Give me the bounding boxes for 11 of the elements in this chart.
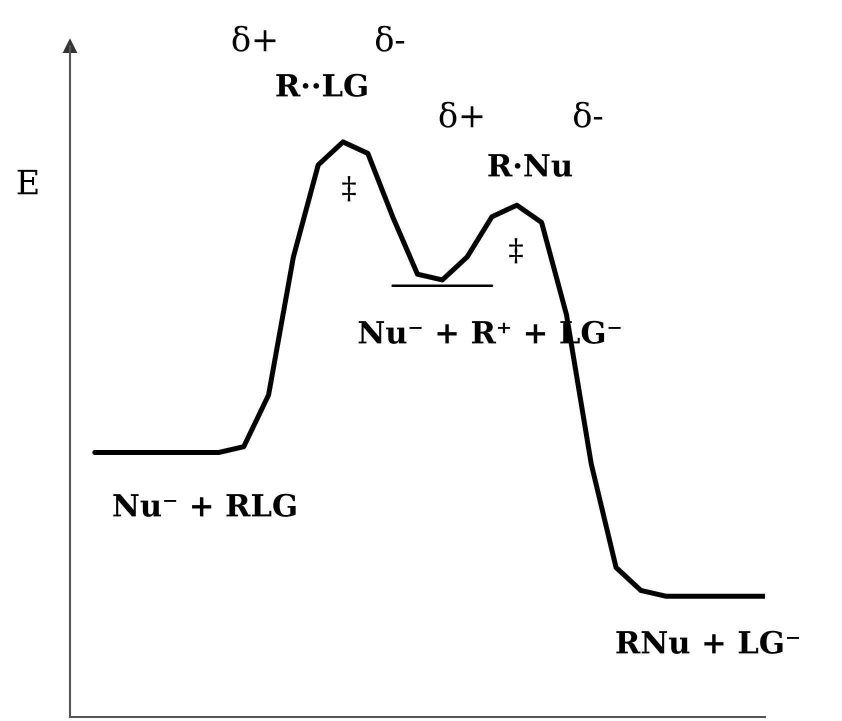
- text: δ-: [574, 102, 602, 128]
- text: δ-: [376, 26, 404, 52]
- text: δ+: [440, 102, 482, 128]
- annotation: Nu⁻ + RLG: [113, 494, 296, 517]
- annotation: R·Nu: [488, 154, 572, 177]
- y-axis-title: E: [18, 170, 38, 194]
- annotation: ‡: [342, 176, 356, 202]
- annotation: ‡: [509, 238, 523, 264]
- text: R··LG: [276, 74, 367, 97]
- text: δ+: [232, 26, 276, 52]
- annotation: RNu + LG⁻: [616, 630, 800, 654]
